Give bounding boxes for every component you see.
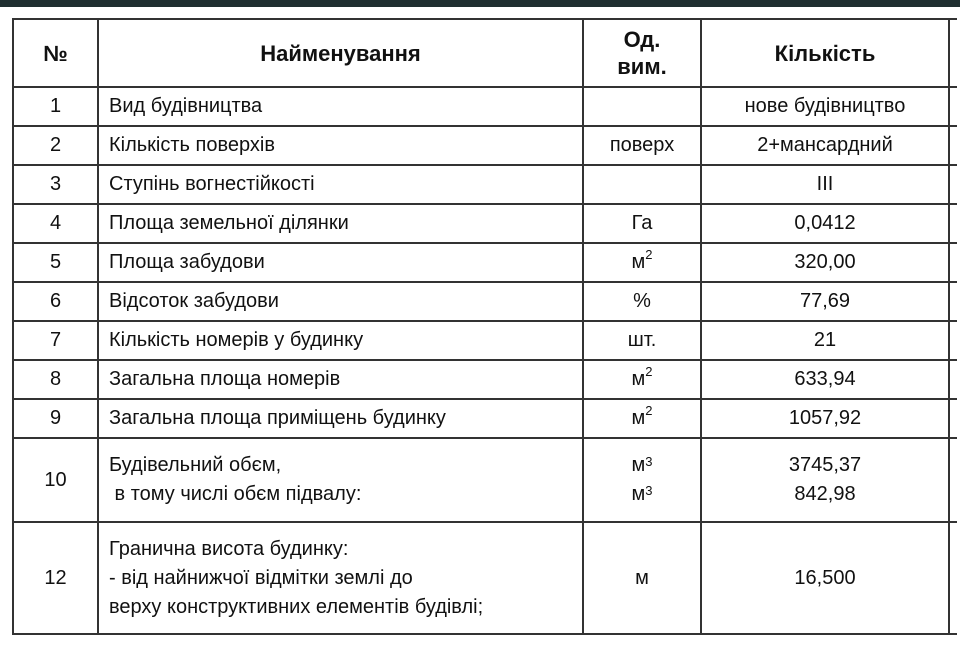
top-bar (0, 0, 960, 7)
row-extra (948, 164, 957, 205)
row-unit: м2 (582, 359, 702, 400)
table-row: 8 Загальна площа номерів м2 633,94 (12, 359, 957, 400)
row-qty: 77,69 (700, 281, 950, 322)
row-unit-text: м (631, 251, 646, 273)
row-num: 8 (12, 359, 99, 400)
table-row: 7 Кількість номерів у будинку шт. 21 (12, 320, 957, 361)
row-name-10: Будівельний обєм, (109, 454, 282, 476)
row-num: 7 (12, 320, 99, 361)
row-unit: м (582, 521, 702, 635)
row-name: Площа забудови (97, 242, 584, 283)
row-num: 1 (12, 86, 99, 127)
row-num: 12 (12, 521, 99, 635)
table-row: 4 Площа земельної ділянки Га 0,0412 (12, 203, 957, 244)
row-name: Загальна площа номерів (97, 359, 584, 400)
row-name: Вид будівництва (97, 86, 584, 127)
header-name: Найменування (97, 18, 584, 88)
table-row: 10 Будівельний обєм, в тому числі обєм п… (12, 437, 957, 523)
row-qty: 320,00 (700, 242, 950, 283)
row-unit-text: поверх (609, 134, 675, 156)
row-qty: 1057,92 (700, 398, 950, 439)
row-unit: м2 (582, 242, 702, 283)
row-unit: поверх (582, 125, 702, 166)
row-name: Відсоток забудови (97, 281, 584, 322)
table-header-row: № Найменування Од. вим. Кількість (12, 18, 957, 88)
row-qty: 0,0412 (700, 203, 950, 244)
row12-line1: Гранична висота будинку: (109, 537, 349, 560)
table-row: 2 Кількість поверхів поверх 2+мансардний (12, 125, 957, 166)
unit-superscript: 3 (645, 454, 653, 469)
row-extra (948, 242, 957, 283)
header-unit-line2: вим. (617, 54, 667, 79)
row-name: Кількість поверхів (97, 125, 584, 166)
row-qty: III (700, 164, 950, 205)
row-num: 2 (12, 125, 99, 166)
row-name: Кількість номерів у будинку (97, 320, 584, 361)
row-unit: шт. (582, 320, 702, 361)
row-unit (582, 86, 702, 127)
row-name: Гранична висота будинку: - від найнижчої … (97, 521, 584, 635)
row-num: 10 (12, 437, 99, 523)
row-num: 5 (12, 242, 99, 283)
row-extra (948, 86, 957, 127)
table-row: 9 Загальна площа приміщень будинку м2 10… (12, 398, 957, 439)
row-qty: 16,500 (700, 521, 950, 635)
row-name: Будівельний обєм, в тому числі обєм підв… (97, 437, 584, 523)
row-unit: Га (582, 203, 702, 244)
building-parameters-table: № Найменування Од. вим. Кількість 1 Вид б… (12, 18, 957, 635)
row-extra (948, 125, 957, 166)
row-unit-text: шт. (627, 329, 657, 351)
row-num: 6 (12, 281, 99, 322)
table-row: 5 Площа забудови м2 320,00 (12, 242, 957, 283)
row-unit-text: % (633, 290, 651, 312)
row-extra (948, 203, 957, 244)
row-name: Площа земельної ділянки (97, 203, 584, 244)
row-num: 9 (12, 398, 99, 439)
row12-line3: верху конструктивних елементів будівлі; (109, 595, 484, 618)
unit-superscript: 2 (645, 364, 653, 379)
row-qty: нове будівництво (700, 86, 950, 127)
row-unit-text: м (631, 368, 646, 390)
row-num: 4 (12, 203, 99, 244)
row-unit-text: Га (631, 212, 653, 234)
header-unit: Од. вим. (582, 18, 702, 88)
row-unit (582, 164, 702, 205)
header-extra (948, 18, 957, 88)
row-extra (948, 437, 957, 523)
unit-superscript: 2 (645, 247, 653, 262)
row-name: Ступінь вогнестійкості (97, 164, 584, 205)
row-unit: м2 (582, 398, 702, 439)
row-unit-10: м (631, 454, 646, 476)
row-unit-text: м (631, 407, 646, 429)
row-qty-11: 842,98 (794, 483, 856, 505)
row-name-11: в тому числі обєм підвалу: (109, 483, 362, 505)
row-name: Загальна площа приміщень будинку (97, 398, 584, 439)
header-qty: Кількість (700, 18, 950, 88)
row-unit: % (582, 281, 702, 322)
row-extra (948, 320, 957, 361)
row-qty-10: 3745,37 (788, 454, 862, 476)
header-num: № (12, 18, 99, 88)
unit-superscript: 3 (645, 483, 653, 498)
row-extra (948, 398, 957, 439)
table-row: 12 Гранична висота будинку: - від найнижч… (12, 521, 957, 635)
row-qty: 633,94 (700, 359, 950, 400)
row12-line2: - від найнижчої відмітки землі до (109, 566, 413, 589)
header-unit-line1: Од. (623, 27, 661, 52)
unit-superscript: 2 (645, 403, 653, 418)
row-qty: 2+мансардний (700, 125, 950, 166)
row-qty: 3745,37 842,98 (700, 437, 950, 523)
row-num: 3 (12, 164, 99, 205)
row-unit-11: м (631, 483, 646, 505)
row-extra (948, 521, 957, 635)
row-extra (948, 359, 957, 400)
table-row: 3 Ступінь вогнестійкості III (12, 164, 957, 205)
table-row: 6 Відсоток забудови % 77,69 (12, 281, 957, 322)
row-unit: м3 м3 (582, 437, 702, 523)
row-extra (948, 281, 957, 322)
row-qty: 21 (700, 320, 950, 361)
table-row: 1 Вид будівництва нове будівництво (12, 86, 957, 127)
